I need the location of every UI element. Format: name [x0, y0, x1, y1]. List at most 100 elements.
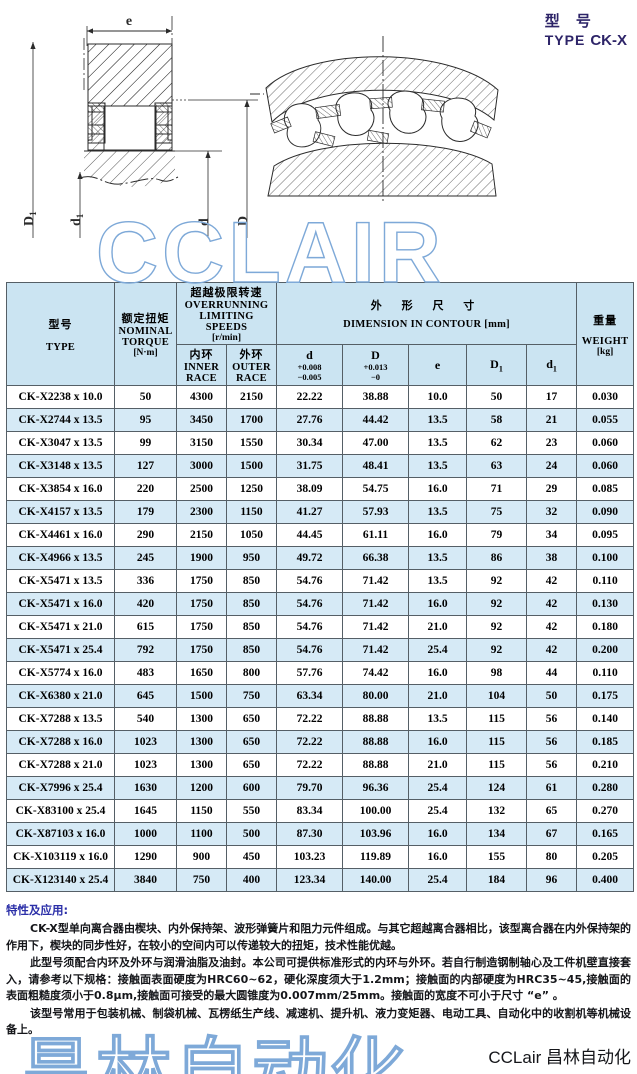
cell-torque: 179 [114, 500, 177, 524]
cell-weight: 0.095 [576, 523, 635, 547]
cell-d1: 42 [526, 569, 578, 593]
cell-e: 10.0 [408, 385, 468, 409]
cell-type: CK-X5471 x 16.0 [6, 592, 115, 616]
cell-D: 47.00 [342, 431, 410, 455]
dim-label-D: D [236, 216, 251, 226]
cell-outer-race: 550 [225, 799, 278, 823]
cell-e: 13.5 [408, 454, 468, 478]
th-outer-en1: OUTER [232, 362, 271, 373]
cell-D1: 134 [466, 822, 528, 846]
cell-e: 21.0 [408, 753, 468, 777]
table-row: CK-X5471 x 21.0 615 1750 850 54.76 71.42 21.0 9… [6, 615, 635, 639]
cell-inner-race: 2300 [176, 500, 227, 524]
cell-weight: 0.200 [576, 638, 635, 662]
table-row: CK-X123140 x 25.4 3840 750 400 123.34 140.00 2… [6, 868, 635, 892]
cell-type: CK-X2238 x 10.0 [6, 385, 115, 409]
cell-weight: 0.060 [576, 431, 635, 455]
cell-weight: 0.055 [576, 408, 635, 432]
cell-type: CK-X7996 x 25.4 [6, 776, 115, 800]
cell-d: 27.76 [276, 408, 344, 432]
cell-e: 25.4 [408, 868, 468, 892]
cell-D1: 132 [466, 799, 528, 823]
th-speed-en2: LIMITING SPEEDS [199, 311, 254, 333]
table-row: CK-X4461 x 16.0 290 2150 1050 44.45 61.11 16.0… [6, 523, 635, 547]
cell-inner-race: 1150 [176, 799, 227, 823]
cell-torque: 336 [114, 569, 177, 593]
cell-inner-race: 3450 [176, 408, 227, 432]
cell-D1: 86 [466, 546, 528, 570]
cell-type: CK-X5774 x 16.0 [6, 661, 115, 685]
cell-d: 103.23 [276, 845, 344, 869]
cell-e: 16.0 [408, 661, 468, 685]
cell-d: 72.22 [276, 707, 344, 731]
cell-d1: 61 [526, 776, 578, 800]
spec-table-wrap: 型号 TYPE 额定扭矩 NOMINAL TORQUE [N·m] 超越极限转速… [0, 282, 637, 1074]
th-inner-en1: INNER [183, 362, 220, 373]
cell-d1: 96 [526, 868, 578, 892]
th-col-e: e [408, 344, 468, 386]
cell-weight: 0.140 [576, 707, 635, 731]
cell-torque: 645 [114, 684, 177, 708]
th-col-e-label: e [434, 357, 441, 372]
cell-type: CK-X4461 x 16.0 [6, 523, 115, 547]
cell-inner-race: 4300 [176, 385, 227, 409]
cell-D: 88.88 [342, 707, 410, 731]
cell-type: CK-X2744 x 13.5 [6, 408, 115, 432]
th-torque-unit: [N·m] [133, 348, 158, 358]
cell-D1: 92 [466, 592, 528, 616]
table-row: CK-X4966 x 13.5 245 1900 950 49.72 66.38 13.5 8… [6, 546, 635, 570]
cell-d: 54.76 [276, 615, 344, 639]
cell-D1: 115 [466, 753, 528, 777]
dim-label-d1: d1 [69, 213, 85, 226]
cell-D: 66.38 [342, 546, 410, 570]
cell-e: 16.0 [408, 477, 468, 501]
cell-weight: 0.130 [576, 592, 635, 616]
cell-D1: 92 [466, 615, 528, 639]
cross-section-drawing: e D1 d1 d D [0, 0, 265, 282]
cell-weight: 0.110 [576, 569, 635, 593]
cell-outer-race: 1050 [225, 523, 278, 547]
cell-e: 21.0 [408, 615, 468, 639]
th-outer-race: 外环 OUTER RACE [225, 344, 278, 386]
cell-weight: 0.185 [576, 730, 635, 754]
cell-weight: 0.205 [576, 845, 635, 869]
th-weight-unit: [kg] [596, 346, 614, 357]
th-torque-en1: NOMINAL [118, 326, 173, 337]
cell-d: 57.76 [276, 661, 344, 685]
cell-torque: 95 [114, 408, 177, 432]
cell-type: CK-X3047 x 13.5 [6, 431, 115, 455]
cell-weight: 0.060 [576, 454, 635, 478]
cell-d: 54.76 [276, 592, 344, 616]
cell-outer-race: 1500 [225, 454, 278, 478]
th-dim-cn: 外 形 尺 寸 [370, 299, 483, 312]
cell-e: 16.0 [408, 822, 468, 846]
cell-d1: 50 [526, 684, 578, 708]
th-torque-en2: TORQUE [121, 337, 170, 348]
cell-D: 44.42 [342, 408, 410, 432]
cell-D: 71.42 [342, 615, 410, 639]
cell-weight: 0.030 [576, 385, 635, 409]
cell-e: 25.4 [408, 638, 468, 662]
cell-d1: 56 [526, 707, 578, 731]
cell-d: 44.45 [276, 523, 344, 547]
notes-paragraph-3: 该型号常用于包装机械、制袋机械、瓦楞纸生产线、减速机、提升机、液力变矩器、电动工… [6, 1006, 631, 1037]
cell-d: 83.34 [276, 799, 344, 823]
drawing-area: 型 号 TYPE CK-X [0, 0, 637, 282]
cell-torque: 220 [114, 477, 177, 501]
cell-outer-race: 600 [225, 776, 278, 800]
cell-d: 22.22 [276, 385, 344, 409]
cell-D: 100.00 [342, 799, 410, 823]
cell-d: 49.72 [276, 546, 344, 570]
cell-type: CK-X3148 x 13.5 [6, 454, 115, 478]
title-block: 型 号 TYPE CK-X [545, 14, 627, 48]
cell-d1: 80 [526, 845, 578, 869]
th-torque: 额定扭矩 NOMINAL TORQUE [N·m] [114, 282, 177, 386]
cell-weight: 0.110 [576, 661, 635, 685]
cell-e: 16.0 [408, 592, 468, 616]
th-col-d-label: d [306, 347, 313, 362]
cell-D: 61.11 [342, 523, 410, 547]
cell-torque: 615 [114, 615, 177, 639]
th-col-D1: D1 [466, 344, 528, 386]
cell-D1: 50 [466, 385, 528, 409]
